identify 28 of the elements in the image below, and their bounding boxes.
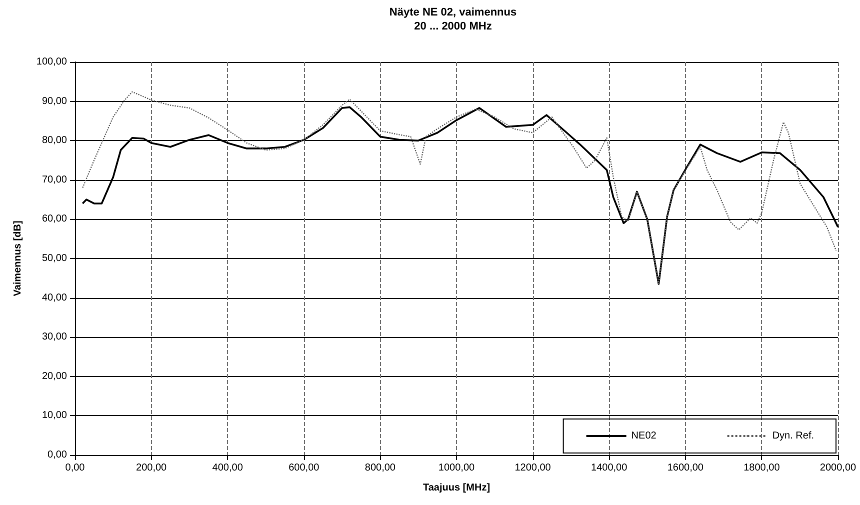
y-tick-label: 10,00 (42, 410, 68, 422)
y-axis-title: Vaimennus [dB] (12, 220, 24, 296)
x-tick-label: 1200,00 (514, 462, 552, 474)
y-tick-label: 100,00 (36, 56, 68, 68)
x-tick-label: 1400,00 (591, 462, 628, 474)
legend-label: Dyn. Ref. (772, 430, 814, 442)
y-tick-label: 30,00 (42, 332, 68, 343)
y-tick-label: 20,00 (42, 370, 68, 382)
y-tick-label: 70,00 (42, 174, 68, 186)
chart-subtitle: 20 ... 2000 MHz (414, 20, 492, 32)
chart-title: Näyte NE 02, vaimennus (389, 6, 517, 18)
x-tick-label: 200,00 (136, 462, 168, 474)
x-tick-label: 1600,00 (667, 462, 704, 474)
y-tick-label: 80,00 (42, 135, 68, 146)
y-tick-label: 90,00 (42, 96, 68, 107)
x-tick-label: 1800,00 (744, 462, 780, 474)
y-tick-label: 60,00 (42, 214, 68, 225)
x-tick-label: 400,00 (212, 462, 244, 474)
x-tick-label: 1000,00 (438, 462, 476, 474)
x-axis-title: Taajuus [MHz] (422, 482, 490, 494)
y-tick-label: 50,00 (42, 253, 68, 264)
y-tick-label: 0,00 (48, 450, 68, 460)
x-tick-label: 2000,00 (820, 462, 857, 474)
legend-label: NE02 (631, 430, 657, 442)
x-tick-label: 0,00 (65, 462, 86, 474)
y-tick-label: 40,00 (42, 292, 68, 304)
x-tick-label: 800,00 (364, 462, 396, 474)
x-tick-label: 600,00 (288, 462, 320, 474)
